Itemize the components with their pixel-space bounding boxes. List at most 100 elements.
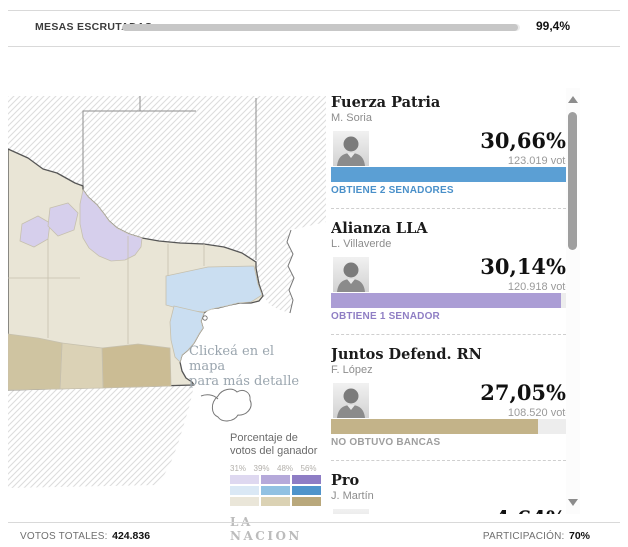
- province-map[interactable]: Clickeá en el mapa para más detalle Porc…: [7, 96, 326, 543]
- legend-swatch: [230, 475, 259, 484]
- candidate-name: J. Martín: [331, 490, 374, 502]
- result-media-row: 27,05% 108.520 votos: [331, 378, 566, 419]
- map-department-purple-main[interactable]: [79, 189, 143, 262]
- legend-title-line2: votos del ganador: [230, 445, 318, 457]
- legend-swatch-rows: [230, 475, 324, 506]
- person-silhouette-icon: [337, 388, 365, 418]
- map-outer-coastline: [286, 229, 295, 314]
- legend-tick: 39%: [253, 464, 270, 473]
- map-peninsula-outline: [211, 388, 252, 422]
- results-scrollbar[interactable]: [566, 88, 580, 514]
- item-separator: [331, 208, 566, 209]
- candidate-name: L. Villaverde: [331, 238, 392, 250]
- legend-swatch: [261, 486, 290, 495]
- scrollbar-down-arrow-icon[interactable]: [568, 499, 578, 506]
- party-name: Juntos Defend. RN: [331, 346, 482, 363]
- map-department-tan-west[interactable]: [7, 333, 63, 391]
- result-bar-track: [331, 419, 566, 434]
- progress-fill: [122, 24, 518, 31]
- legend-ticks: 31% 39% 48% 56%: [230, 464, 324, 473]
- header-divider: [8, 46, 620, 47]
- party-name: Pro: [331, 472, 360, 489]
- candidate-name: M. Soria: [331, 112, 372, 124]
- candidate-photo: [333, 383, 369, 418]
- vote-percentage: 30,66%: [480, 128, 566, 153]
- legend-row-purple-scale: [230, 475, 324, 484]
- map-outside-area-south: [8, 385, 194, 488]
- party-name: Fuerza Patria: [331, 94, 441, 111]
- legend-tick: 56%: [300, 464, 317, 473]
- legend-swatch: [261, 497, 290, 506]
- result-media-row: 30,14% 120.918 votos: [331, 252, 566, 293]
- participacion: PARTICIPACIÓN: 70%: [483, 526, 608, 544]
- legend-tick: 31%: [230, 464, 247, 473]
- person-silhouette-icon: [333, 509, 369, 514]
- map-department-borders: [8, 236, 205, 344]
- participacion-label: PARTICIPACIÓN:: [482, 531, 565, 542]
- seats-status: NO OBTUVO BANCAS: [331, 437, 441, 448]
- result-bar-track: [331, 167, 566, 182]
- item-separator: [331, 334, 566, 335]
- legend-swatch: [230, 486, 259, 495]
- map-department-tan-medium[interactable]: [59, 342, 104, 390]
- person-silhouette-icon: [337, 262, 365, 292]
- vote-percentage: 30,14%: [480, 254, 566, 279]
- result-item[interactable]: Juntos Defend. RN F. López 27,05% 108.52…: [331, 340, 566, 466]
- footer-bar: VOTOS TOTALES: 424.836 PARTICIPACIÓN: 70…: [8, 523, 620, 547]
- top-divider: [8, 10, 620, 11]
- mesas-escrutadas-progressbar: [122, 24, 520, 31]
- legend-swatch: [292, 475, 321, 484]
- seats-status: OBTIENE 1 SENADOR: [331, 311, 440, 322]
- map-hint-line1: Clickeá en el mapa: [189, 344, 275, 374]
- map-department-purple-west-b[interactable]: [47, 202, 79, 237]
- participacion-value: 70%: [568, 530, 590, 542]
- map-hint-text: Clickeá en el mapa para más detalle: [189, 344, 309, 389]
- result-media-row: 4,64% 18.621 votos: [331, 504, 566, 514]
- legend-row-tan-scale: [230, 497, 324, 506]
- map-department-blue-coastal[interactable]: [169, 305, 205, 363]
- result-bar-track: [331, 293, 566, 308]
- votos-totales: VOTOS TOTALES: 424.836: [20, 526, 150, 544]
- map-peninsula-isthmus: [200, 394, 219, 400]
- result-bar-fill: [331, 167, 566, 182]
- map-department-blue-east[interactable]: [165, 265, 263, 313]
- map-department-tan-dark[interactable]: [101, 343, 172, 389]
- candidate-name: F. López: [331, 364, 373, 376]
- votos-totales-label: VOTOS TOTALES:: [20, 531, 108, 542]
- legend-swatch: [292, 497, 321, 506]
- legend-row-blue-scale: [230, 486, 324, 495]
- vote-count: 108.520 votos: [507, 407, 566, 419]
- map-neighbour-borders: [82, 96, 257, 260]
- vote-count: 123.019 votos: [507, 155, 566, 167]
- legend-swatch: [292, 486, 321, 495]
- candidate-photo: [333, 131, 369, 166]
- scrollbar-up-arrow-icon[interactable]: [568, 96, 578, 103]
- candidate-photo: [333, 509, 369, 514]
- scrollbar-thumb[interactable]: [568, 112, 577, 250]
- results-list: Fuerza Patria M. Soria 30,66% 123.019 vo…: [331, 88, 566, 514]
- vote-count: 120.918 votos: [507, 281, 566, 293]
- map-outside-area-north: [8, 96, 326, 313]
- person-silhouette-icon: [337, 136, 365, 166]
- result-item[interactable]: Alianza LLA L. Villaverde 30,14% 120.918…: [331, 214, 566, 340]
- item-separator: [331, 460, 566, 461]
- candidate-photo: [333, 257, 369, 292]
- party-name: Alianza LLA: [331, 220, 428, 237]
- mesas-escrutadas-value: 99,4%: [536, 19, 571, 33]
- map-legend: Porcentaje de votos del ganador 31% 39% 48…: [230, 432, 324, 543]
- vote-percentage: 27,05%: [480, 380, 566, 405]
- votos-totales-value: 424.836: [112, 530, 151, 542]
- legend-swatch: [261, 475, 290, 484]
- map-island: [202, 315, 208, 321]
- result-item[interactable]: Fuerza Patria M. Soria 30,66% 123.019 vo…: [331, 88, 566, 214]
- choropleth-map-svg: [7, 96, 326, 488]
- vote-percentage: 4,64%: [495, 506, 566, 514]
- legend-tick: 48%: [277, 464, 294, 473]
- legend-title-line1: Porcentaje de: [230, 432, 298, 444]
- seats-status: OBTIENE 2 SENADORES: [331, 185, 454, 196]
- footer-divider: [8, 522, 620, 523]
- result-bar-fill: [331, 419, 538, 434]
- legend-swatch: [230, 497, 259, 506]
- result-item[interactable]: Pro J. Martín 4,64% 18.621 votos: [331, 466, 566, 514]
